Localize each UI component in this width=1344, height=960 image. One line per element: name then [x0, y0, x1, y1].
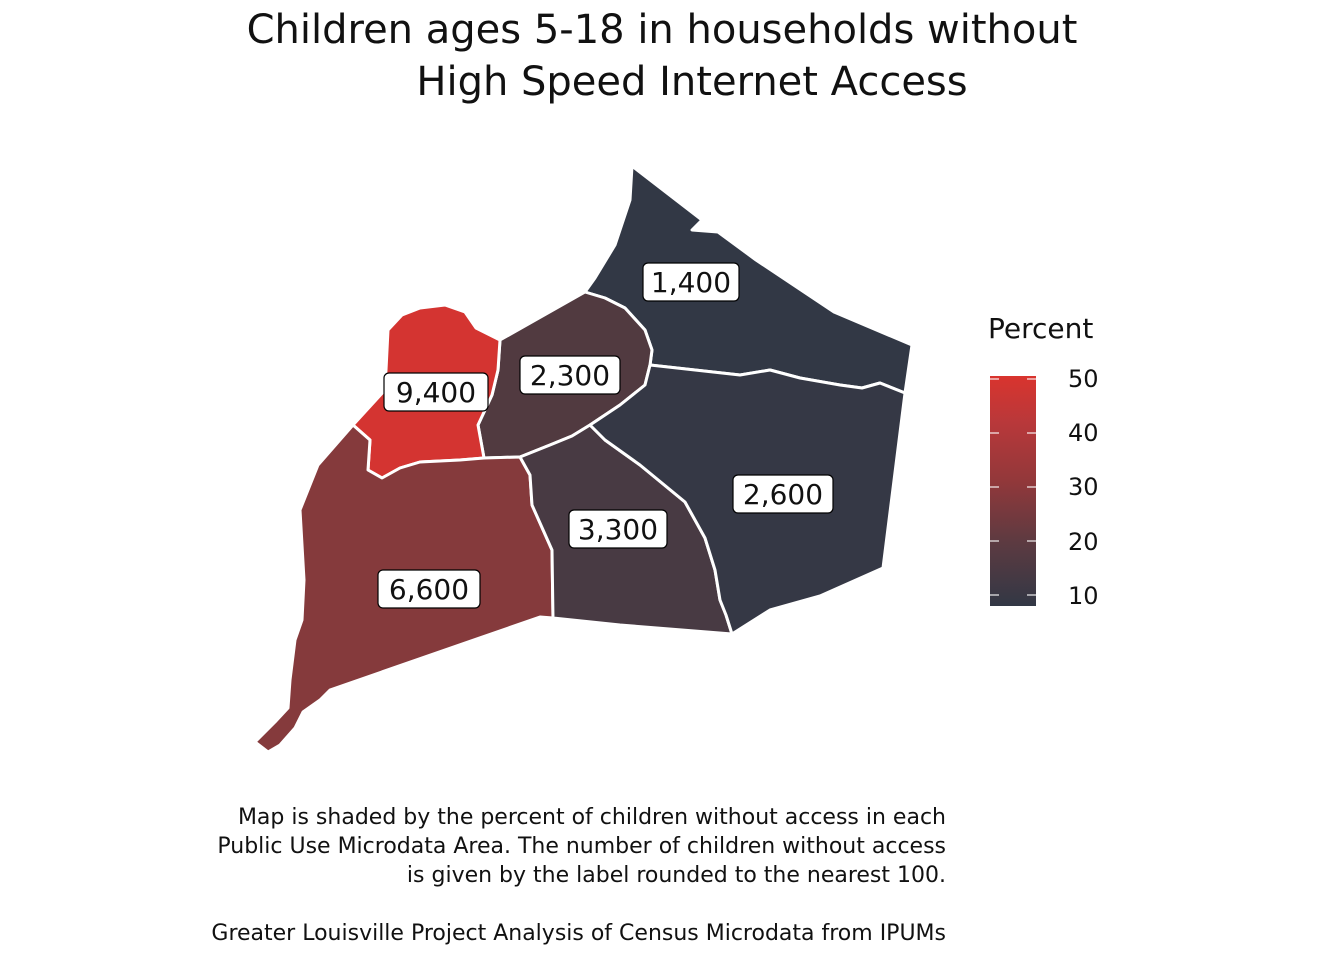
legend-tick-label: 40	[1068, 419, 1099, 447]
legend-tick-label: 30	[1068, 473, 1099, 501]
region-label-text: 2,600	[743, 478, 823, 511]
legend-title: Percent	[988, 312, 1094, 345]
legend-tick-label: 20	[1068, 528, 1099, 556]
region-label-text: 9,400	[396, 376, 476, 409]
region-label: 3,300	[568, 509, 668, 549]
chart-title-line-1: Children ages 5-18 in households without	[246, 7, 1078, 53]
caption-line: is given by the label rounded to the nea…	[406, 863, 946, 888]
region-label-text: 6,600	[389, 573, 469, 606]
caption-line: Map is shaded by the percent of children…	[237, 805, 946, 830]
region-label: 6,600	[377, 569, 481, 609]
caption-source: Greater Louisville Project Analysis of C…	[211, 921, 946, 946]
region-label-text: 3,300	[578, 513, 658, 546]
region-label-text: 2,300	[530, 359, 610, 392]
region-label: 2,300	[519, 355, 621, 395]
legend-tick-label: 10	[1068, 582, 1099, 610]
region-label: 2,600	[732, 474, 834, 514]
region-label-text: 1,400	[651, 266, 731, 299]
region-label: 9,400	[383, 372, 489, 412]
caption-line: Public Use Microdata Area. The number of…	[217, 834, 946, 859]
chart-title-line-2: High Speed Internet Access	[416, 59, 968, 105]
legend-tick-label: 50	[1068, 365, 1099, 393]
legend-color-bar	[990, 376, 1036, 606]
region-label: 1,400	[642, 262, 740, 302]
